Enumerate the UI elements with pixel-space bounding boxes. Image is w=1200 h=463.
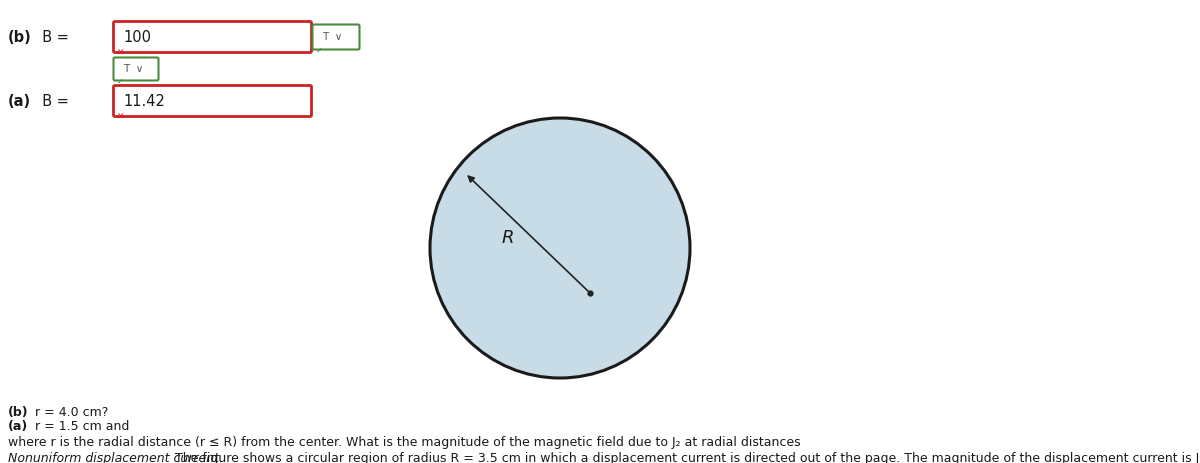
FancyBboxPatch shape xyxy=(114,21,312,52)
FancyBboxPatch shape xyxy=(114,57,158,81)
Text: 11.42: 11.42 xyxy=(124,94,164,108)
Text: T  ∨: T ∨ xyxy=(124,64,143,74)
Ellipse shape xyxy=(430,118,690,378)
Text: r = 4.0 cm?: r = 4.0 cm? xyxy=(28,406,108,419)
Text: 100: 100 xyxy=(124,30,151,44)
Text: (a): (a) xyxy=(8,94,31,108)
Text: r = 1.5 cm and: r = 1.5 cm and xyxy=(28,420,130,433)
Text: B =: B = xyxy=(34,30,73,44)
Text: B =: B = xyxy=(34,94,73,108)
Text: Nonuniform displacement current.: Nonuniform displacement current. xyxy=(8,452,223,463)
Text: (b): (b) xyxy=(8,406,29,419)
Text: R: R xyxy=(502,229,514,247)
FancyBboxPatch shape xyxy=(312,25,360,50)
FancyBboxPatch shape xyxy=(114,86,312,117)
Text: ✕: ✕ xyxy=(118,49,125,58)
Text: ✕: ✕ xyxy=(118,113,125,122)
Text: (a): (a) xyxy=(8,420,29,433)
Text: (b): (b) xyxy=(8,30,31,44)
Text: where r is the radial distance (r ≤ R) from the center. What is the magnitude of: where r is the radial distance (r ≤ R) f… xyxy=(8,436,800,449)
Text: The figure shows a circular region of radius R = 3.5 cm in which a displacement : The figure shows a circular region of ra… xyxy=(172,452,1200,463)
Text: T  ∨: T ∨ xyxy=(322,32,342,42)
Text: ✓: ✓ xyxy=(316,46,323,55)
Text: ✓: ✓ xyxy=(118,77,124,86)
